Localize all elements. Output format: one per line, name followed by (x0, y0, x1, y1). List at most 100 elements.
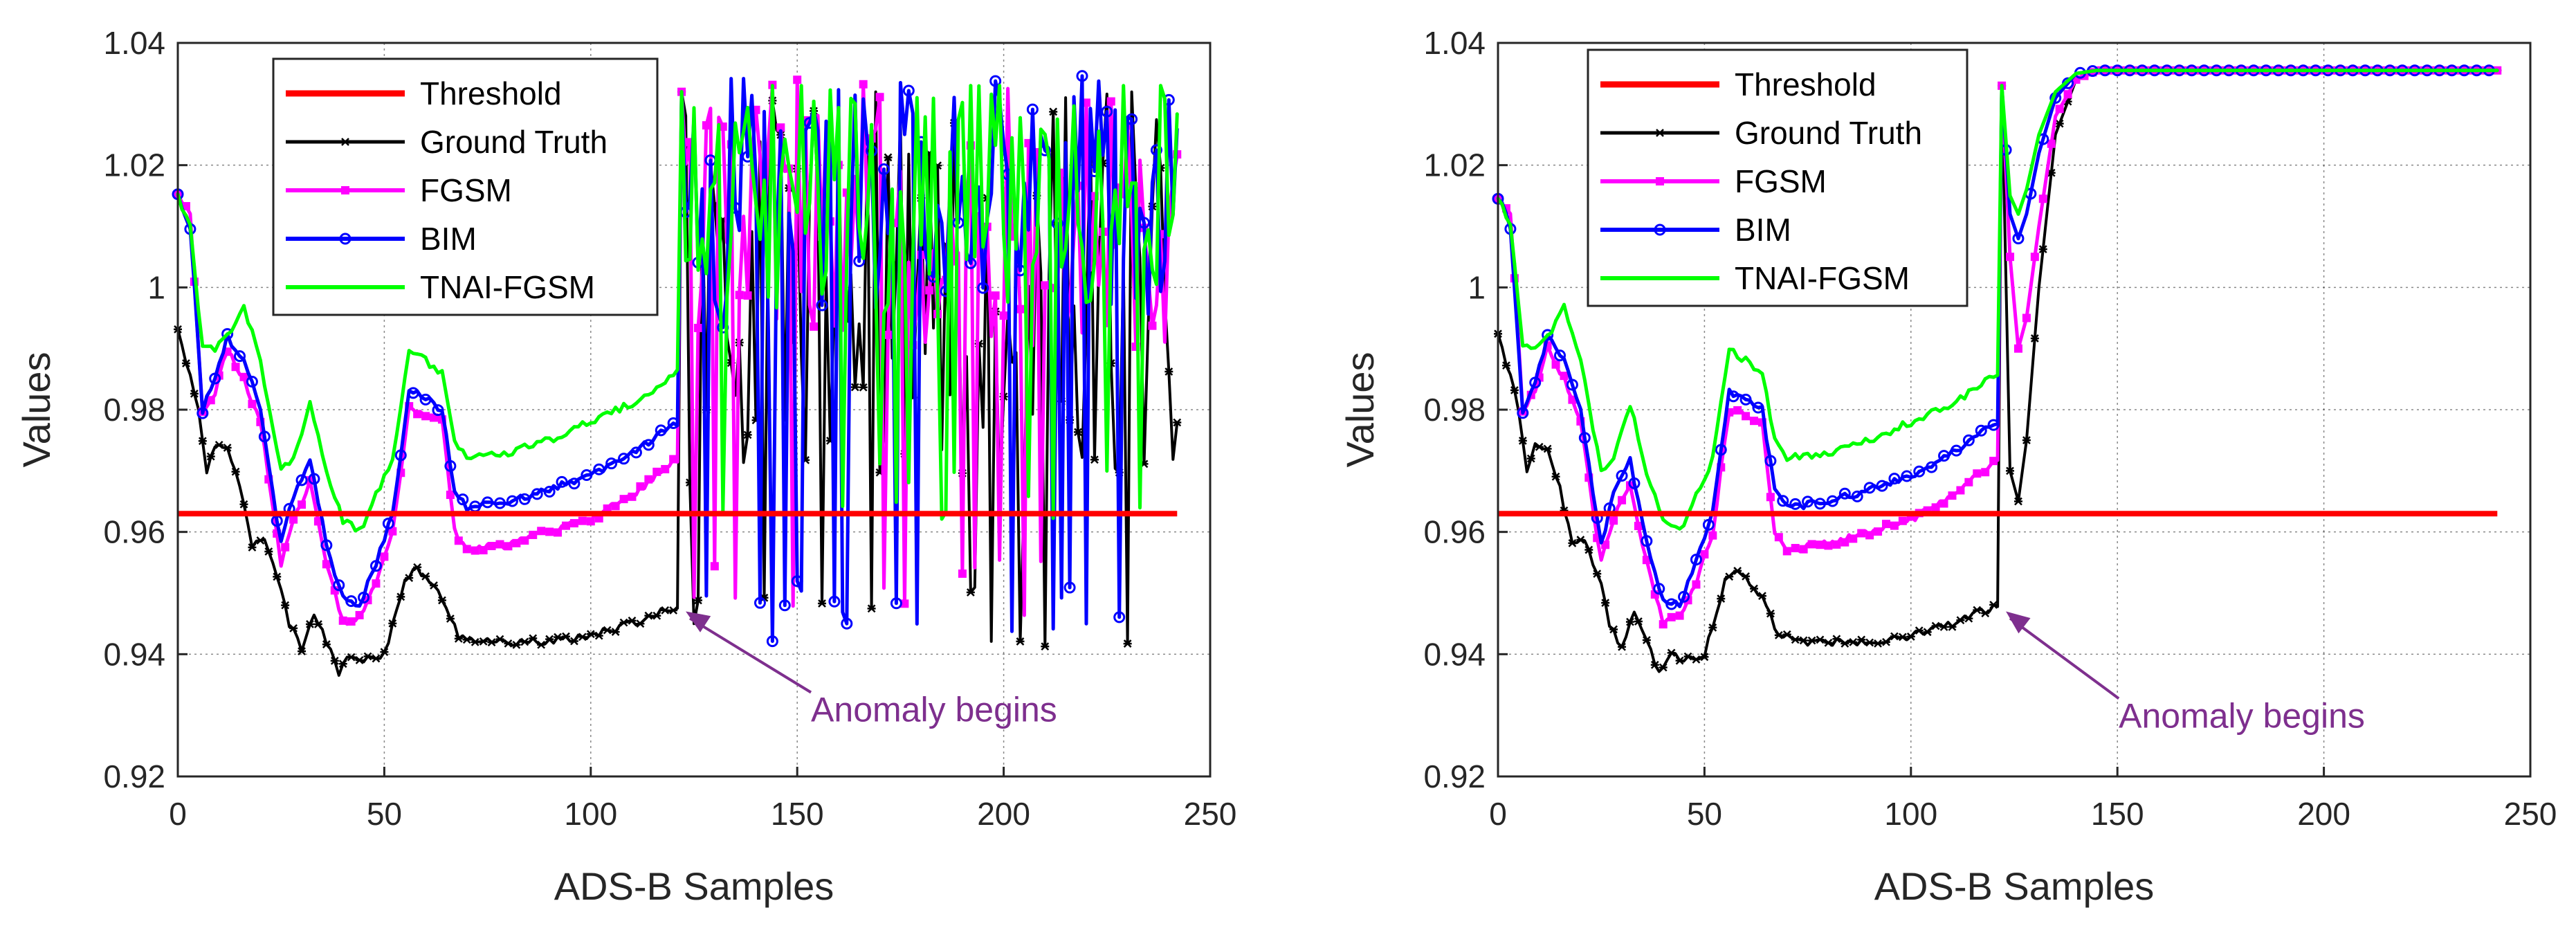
marker-tnai-fgsm (482, 453, 486, 457)
marker-ground-truth (644, 611, 653, 620)
marker-tnai-fgsm (1117, 242, 1122, 246)
marker-tnai-fgsm (1562, 302, 1566, 307)
marker-tnai-fgsm (762, 178, 766, 182)
marker-ground-truth (248, 543, 257, 552)
marker-bim (1938, 450, 1951, 462)
marker-bim (890, 597, 902, 610)
y-axis-label: Values (1338, 352, 1382, 467)
marker-fgsm (537, 527, 546, 536)
marker-tnai-fgsm (358, 527, 362, 531)
marker-ground-truth (1733, 567, 1742, 575)
marker-fgsm (2006, 253, 2015, 262)
marker-ground-truth (520, 637, 529, 646)
marker-tnai-fgsm (1150, 268, 1154, 272)
marker-tnai-fgsm (1909, 424, 1913, 428)
marker-bim (457, 493, 469, 506)
y-axis: 0.92 0.94 0.96 0.98 1 1.02 1.04 (1423, 25, 1508, 794)
marker-tnai-fgsm (622, 401, 626, 406)
marker-tnai-fgsm (688, 257, 692, 262)
marker-fgsm (1733, 406, 1742, 415)
marker-bim (197, 407, 209, 419)
marker-ground-truth (1016, 637, 1025, 646)
marker-ground-truth (223, 444, 232, 452)
marker-tnai-fgsm (646, 392, 650, 397)
marker-ground-truth (628, 617, 637, 625)
marker-fgsm (1981, 468, 1990, 477)
marker-ground-truth (611, 628, 620, 636)
marker-tnai-fgsm (2438, 69, 2442, 73)
x-tick-label: 100 (1884, 796, 1937, 832)
marker-bim (1702, 518, 1715, 531)
marker-tnai-fgsm (1570, 331, 1574, 335)
marker-bim (1814, 498, 1827, 510)
marker-bim (1876, 480, 1888, 492)
marker-tnai-fgsm (795, 210, 799, 215)
marker-tnai-fgsm (2463, 69, 2467, 73)
marker-fgsm (355, 610, 364, 619)
marker-tnai-fgsm (432, 364, 436, 368)
marker-tnai-fgsm (2198, 69, 2202, 73)
marker-tnai-fgsm (902, 254, 906, 258)
marker-tnai-fgsm (201, 344, 205, 348)
marker-bim (1901, 470, 1913, 482)
marker-tnai-fgsm (2090, 69, 2094, 73)
marker-tnai-fgsm (870, 122, 874, 127)
marker-fgsm (1692, 580, 1701, 589)
y-tick-label: 1.02 (103, 147, 165, 183)
marker-ground-truth (1692, 655, 1701, 664)
x-tick-label: 0 (1489, 796, 1507, 832)
marker-fgsm (793, 75, 802, 84)
marker-ground-truth (1915, 626, 1924, 635)
annotation-arrow-line (2009, 617, 2120, 700)
marker-ground-truth (1650, 660, 1659, 669)
marker-fgsm (1601, 540, 1610, 549)
marker-tnai-fgsm (547, 436, 551, 440)
marker-bim (531, 488, 543, 500)
marker-tnai-fgsm (1043, 132, 1047, 136)
marker-tnai-fgsm (2454, 69, 2458, 73)
marker-fgsm (1742, 412, 1751, 421)
marker-tnai-fgsm (1793, 452, 1798, 456)
marker-tnai-fgsm (250, 328, 254, 332)
marker-tnai-fgsm (1620, 428, 1624, 432)
marker-fgsm (1675, 611, 1684, 620)
marker-tnai-fgsm (1859, 442, 1863, 446)
x-tick-label: 50 (1687, 796, 1722, 832)
marker-ground-truth (305, 620, 314, 628)
marker-tnai-fgsm (1093, 260, 1097, 264)
marker-tnai-fgsm (2371, 69, 2375, 73)
marker-fgsm (1791, 544, 1800, 553)
marker-ground-truth (2055, 119, 2064, 128)
marker-tnai-fgsm (837, 106, 841, 110)
marker-ground-truth (1890, 632, 1899, 641)
marker-ground-truth (1074, 428, 1083, 437)
marker-tnai-fgsm (2025, 188, 2029, 192)
marker-ground-truth (1526, 454, 1535, 463)
legend: Threshold Ground Truth FGSM BIM TNAI-FGSM (272, 57, 659, 316)
marker-tnai-fgsm (2049, 100, 2054, 104)
marker-fgsm (322, 560, 331, 569)
marker-ground-truth (1757, 592, 1766, 600)
legend-label: Ground Truth (420, 124, 608, 160)
marker-tnai-fgsm (2214, 69, 2218, 73)
marker-bim (1888, 473, 1901, 485)
marker-bim (1975, 424, 1987, 437)
legend-label: BIM (420, 221, 477, 257)
marker-bim (333, 579, 345, 592)
marker-fgsm (181, 201, 190, 210)
marker-tnai-fgsm (2231, 69, 2235, 73)
marker-ground-truth (430, 581, 439, 590)
marker-bim (246, 376, 258, 388)
marker-ground-truth (1625, 617, 1634, 626)
marker-ground-truth (669, 606, 678, 615)
marker-tnai-fgsm (679, 90, 684, 94)
marker-ground-truth (1049, 107, 1058, 116)
marker-bim (778, 599, 791, 612)
marker-ground-truth (652, 611, 661, 620)
marker-tnai-fgsm (2396, 69, 2400, 73)
y-tick-label: 1 (1468, 269, 1486, 305)
marker-fgsm (512, 538, 521, 547)
marker-bim (1150, 144, 1162, 156)
marker-fgsm (1774, 533, 1783, 542)
annotation-text: Anomaly begins (811, 691, 1057, 729)
